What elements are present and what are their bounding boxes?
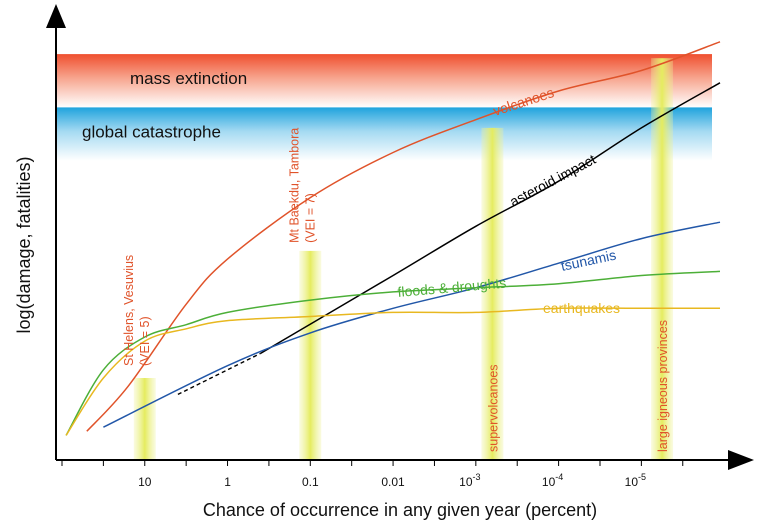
global-catastrophe-band <box>56 107 712 161</box>
x-axis-arrow <box>728 450 754 470</box>
series-label: earthquakes <box>543 300 620 316</box>
x-tick-label: 10-3 <box>459 472 480 489</box>
column-highlight <box>299 250 322 460</box>
asteroid-impact-line <box>260 82 721 355</box>
column-label: St Helens, Vesuvius <box>122 255 136 366</box>
volcanoes-line <box>86 41 721 432</box>
x-tick-label: 10 <box>138 475 152 489</box>
band-label: mass extinction <box>130 69 247 88</box>
x-tick-label: 10-5 <box>625 472 646 489</box>
column-label: (VEI = 5) <box>138 316 152 366</box>
x-tick-label: 10-4 <box>542 472 563 489</box>
x-axis-title: Chance of occurrence in any given year (… <box>203 500 597 520</box>
column-label: (VEI = 7) <box>303 193 317 243</box>
y-axis-title: log(damage, fatalities) <box>14 156 34 333</box>
x-tick-label: 0.1 <box>302 475 319 489</box>
column-label: supervolcanoes <box>486 364 500 452</box>
column-highlight <box>133 378 156 460</box>
band-label: global catastrophe <box>82 122 221 141</box>
asteroid-impact-dashed-line <box>177 352 261 396</box>
x-tick-label: 1 <box>224 475 231 489</box>
series-label: tsunamis <box>559 247 617 274</box>
floods-droughts-line <box>65 270 721 436</box>
y-axis-arrow <box>46 4 66 28</box>
column-label: Mt Baekdu, Tambora <box>287 128 301 243</box>
column-highlight <box>651 58 674 460</box>
x-tick-label: 0.01 <box>381 475 405 489</box>
column-label: large igneous provinces <box>656 320 670 452</box>
tsunamis-line <box>103 221 721 428</box>
earthquakes-line <box>65 307 720 436</box>
column-highlight <box>481 127 504 461</box>
